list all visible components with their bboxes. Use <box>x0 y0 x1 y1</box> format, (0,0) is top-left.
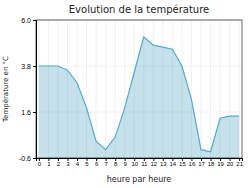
y-axis-title: Température en °C <box>2 56 10 123</box>
x-tick: 21 <box>236 158 243 167</box>
x-tick-label: 19 <box>217 161 224 167</box>
x-tick: 17 <box>198 158 205 167</box>
x-tick-label: 7 <box>104 161 108 167</box>
x-tick: 19 <box>217 158 224 167</box>
y-tick: 3.8 <box>21 63 36 70</box>
x-tick: 15 <box>179 158 186 167</box>
line <box>39 37 239 152</box>
area <box>39 37 239 158</box>
x-tick-label: 14 <box>170 161 177 167</box>
x-tick: 10 <box>131 158 138 167</box>
x-tick: 20 <box>227 158 234 167</box>
x-tick-label: 18 <box>208 161 215 167</box>
x-tick: 2 <box>57 158 61 167</box>
y-tick: -0.6 <box>19 155 36 162</box>
x-tick-label: 10 <box>131 161 138 167</box>
chart: 0123456789101112131415161718192021-0.61.… <box>0 0 250 188</box>
plot: 0123456789101112131415161718192021-0.61.… <box>19 17 244 168</box>
x-tick: 16 <box>189 158 196 167</box>
x-axis-title: heure par heure <box>107 175 172 184</box>
x-tick: 7 <box>104 158 108 167</box>
x-tick-label: 20 <box>227 161 234 167</box>
x-tick-label: 4 <box>76 161 80 167</box>
x-tick-label: 17 <box>198 161 205 167</box>
x-tick: 6 <box>95 158 99 167</box>
x-tick-label: 0 <box>38 161 42 167</box>
y-tick-label: 3.8 <box>21 63 31 70</box>
x-tick-label: 11 <box>141 161 148 167</box>
x-tick-label: 2 <box>57 161 61 167</box>
y-tick: 6.0 <box>21 17 36 24</box>
x-tick-label: 16 <box>189 161 196 167</box>
y-tick: 1.6 <box>21 109 36 116</box>
x-tick: 12 <box>150 158 157 167</box>
y-tick-mark <box>33 158 36 159</box>
x-axis: 0123456789101112131415161718192021 <box>37 158 244 167</box>
x-tick-label: 8 <box>114 161 118 167</box>
x-tick: 9 <box>124 158 128 167</box>
y-tick-mark <box>33 20 36 21</box>
y-tick-label: 1.6 <box>21 109 31 116</box>
x-tick: 8 <box>114 158 118 167</box>
x-tick-label: 21 <box>236 161 243 167</box>
y-tick-mark <box>33 112 36 113</box>
x-tick: 0 <box>38 158 42 167</box>
x-tick: 4 <box>76 158 80 167</box>
x-tick: 3 <box>66 158 70 167</box>
y-axis-line <box>33 21 37 159</box>
y-axis: -0.6 1.6 3.8 6.0 <box>19 17 37 162</box>
grid-line <box>96 20 97 158</box>
x-tick: 1 <box>47 158 51 167</box>
y-tick-label: -0.6 <box>19 155 31 162</box>
grid-line <box>105 20 106 158</box>
x-tick-label: 12 <box>150 161 157 167</box>
x-tick: 13 <box>160 158 167 167</box>
x-tick-label: 13 <box>160 161 167 167</box>
grid-line <box>210 20 211 158</box>
y-tick-mark <box>33 66 36 67</box>
marks <box>39 37 239 158</box>
title: Evolution de la température <box>69 4 209 15</box>
x-tick-label: 6 <box>95 161 99 167</box>
x-tick-label: 1 <box>47 161 51 167</box>
grid <box>36 20 242 158</box>
x-tick-label: 5 <box>85 161 89 167</box>
plot-frame <box>36 20 242 158</box>
x-tick: 11 <box>141 158 148 167</box>
x-tick: 18 <box>208 158 215 167</box>
x-tick-label: 15 <box>179 161 186 167</box>
grid-line <box>200 20 201 158</box>
x-tick-label: 3 <box>66 161 70 167</box>
x-tick-label: 9 <box>124 161 128 167</box>
x-tick: 14 <box>170 158 177 167</box>
y-tick-label: 6.0 <box>21 17 31 24</box>
x-tick: 5 <box>85 158 89 167</box>
